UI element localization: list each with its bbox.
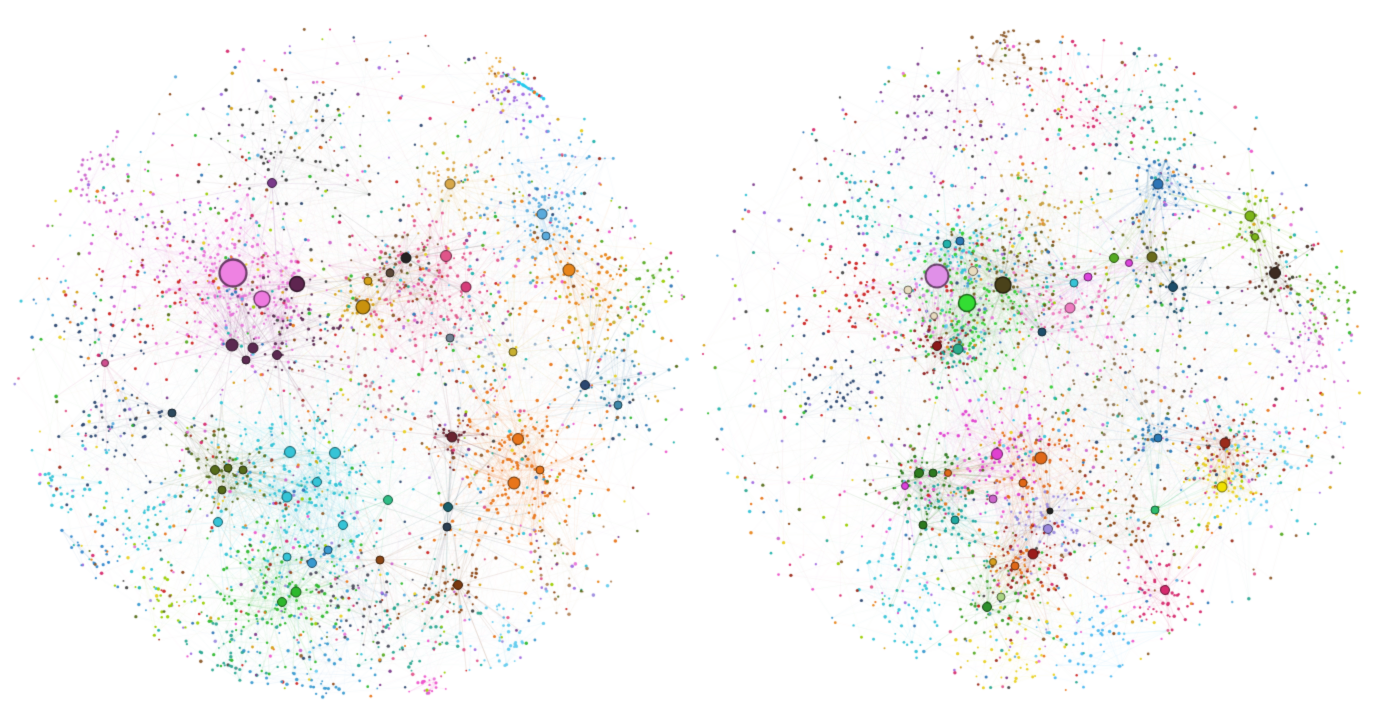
right-network-canvas xyxy=(700,0,1400,721)
left-network-canvas xyxy=(0,0,700,721)
network-panel-left xyxy=(0,0,700,721)
network-panel-right xyxy=(700,0,1400,721)
